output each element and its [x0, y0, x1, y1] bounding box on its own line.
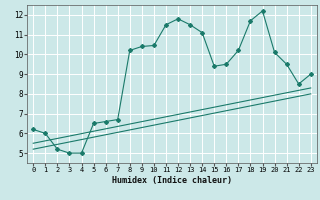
X-axis label: Humidex (Indice chaleur): Humidex (Indice chaleur) — [112, 176, 232, 185]
